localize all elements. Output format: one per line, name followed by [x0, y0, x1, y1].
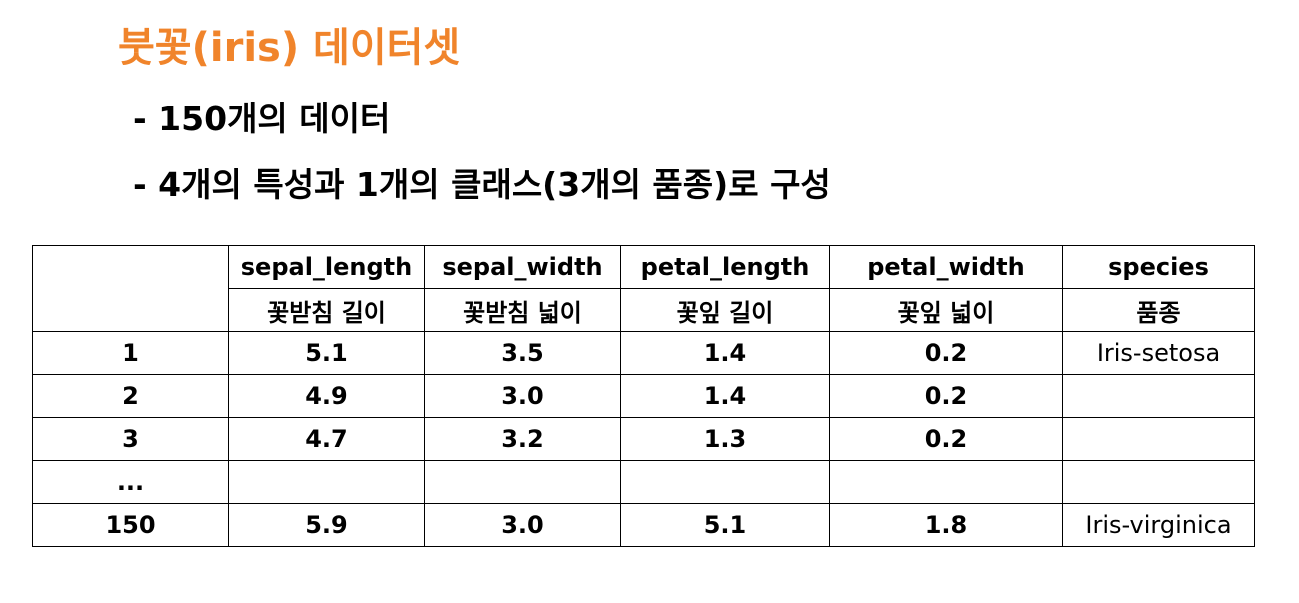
row-id: 2	[32, 374, 229, 418]
cell-sepal-width: 3.5	[424, 331, 621, 375]
cell-petal-length: 1.4	[620, 374, 830, 418]
cell-petal-length: 1.3	[620, 417, 830, 461]
column-header-korean-species: 품종	[1062, 288, 1255, 332]
cell-petal-width: 1.8	[829, 503, 1063, 547]
cell-sepal-length: 5.9	[228, 503, 425, 547]
column-header-korean-sepal-width: 꽃받침 넓이	[424, 288, 621, 332]
cell-species: Iris-virginica	[1062, 503, 1255, 547]
table-row: 2 4.9 3.0 1.4 0.2	[32, 374, 1255, 418]
row-id: ...	[32, 460, 229, 504]
cell-petal-length: 5.1	[620, 503, 830, 547]
bullet-data-count: - 150개의 데이터	[133, 99, 391, 138]
cell-species	[1062, 417, 1255, 461]
column-header-korean-sepal-length: 꽃받침 길이	[228, 288, 425, 332]
table-header-row-english: sepal_length sepal_width petal_length pe…	[32, 245, 1255, 332]
slide-title: 붓꽃(iris) 데이터셋	[118, 25, 461, 71]
table-row: 3 4.7 3.2 1.3 0.2	[32, 417, 1255, 461]
table-row: 150 5.9 3.0 5.1 1.8 Iris-virginica	[32, 503, 1255, 547]
cell-petal-width: 0.2	[829, 417, 1063, 461]
cell-sepal-width: 3.0	[424, 503, 621, 547]
table-row: 1 5.1 3.5 1.4 0.2 Iris-setosa	[32, 331, 1255, 375]
cell-petal-width	[829, 460, 1063, 504]
cell-petal-length: 1.4	[620, 331, 830, 375]
column-header-petal-width: petal_width	[829, 245, 1063, 289]
cell-sepal-length: 4.9	[228, 374, 425, 418]
cell-sepal-width: 3.0	[424, 374, 621, 418]
cell-species	[1062, 460, 1255, 504]
column-header-sepal-length: sepal_length	[228, 245, 425, 289]
cell-sepal-length: 5.1	[228, 331, 425, 375]
cell-petal-width: 0.2	[829, 331, 1063, 375]
column-header-species: species	[1062, 245, 1255, 289]
table-corner-cell	[32, 245, 229, 332]
column-header-korean-petal-length: 꽃잎 길이	[620, 288, 830, 332]
cell-sepal-length: 4.7	[228, 417, 425, 461]
cell-species: Iris-setosa	[1062, 331, 1255, 375]
cell-sepal-length	[228, 460, 425, 504]
iris-data-table: sepal_length sepal_width petal_length pe…	[32, 245, 1255, 547]
column-header-korean-petal-width: 꽃잎 넓이	[829, 288, 1063, 332]
column-header-sepal-width: sepal_width	[424, 245, 621, 289]
cell-sepal-width: 3.2	[424, 417, 621, 461]
cell-petal-length	[620, 460, 830, 504]
bullet-feature-description: - 4개의 특성과 1개의 클래스(3개의 품종)로 구성	[133, 165, 831, 204]
row-id: 1	[32, 331, 229, 375]
row-id: 150	[32, 503, 229, 547]
column-header-petal-length: petal_length	[620, 245, 830, 289]
cell-species	[1062, 374, 1255, 418]
cell-sepal-width	[424, 460, 621, 504]
table-row: ...	[32, 460, 1255, 504]
row-id: 3	[32, 417, 229, 461]
cell-petal-width: 0.2	[829, 374, 1063, 418]
